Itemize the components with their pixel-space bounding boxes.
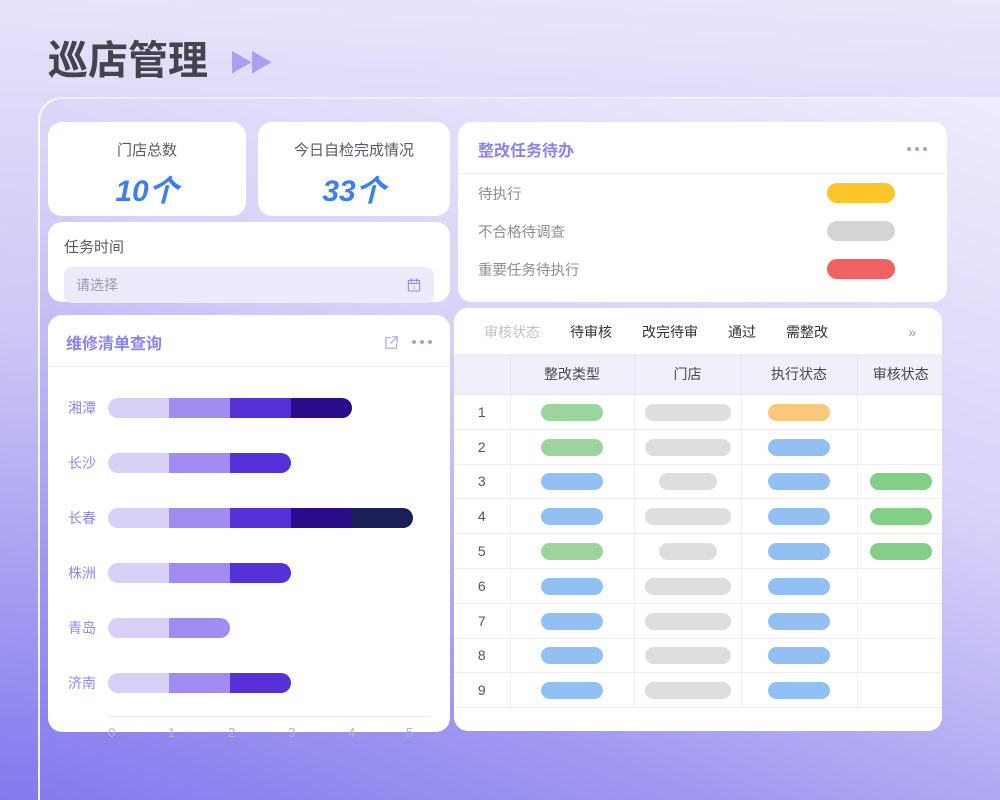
svg-text:1: 1 — [413, 285, 416, 290]
